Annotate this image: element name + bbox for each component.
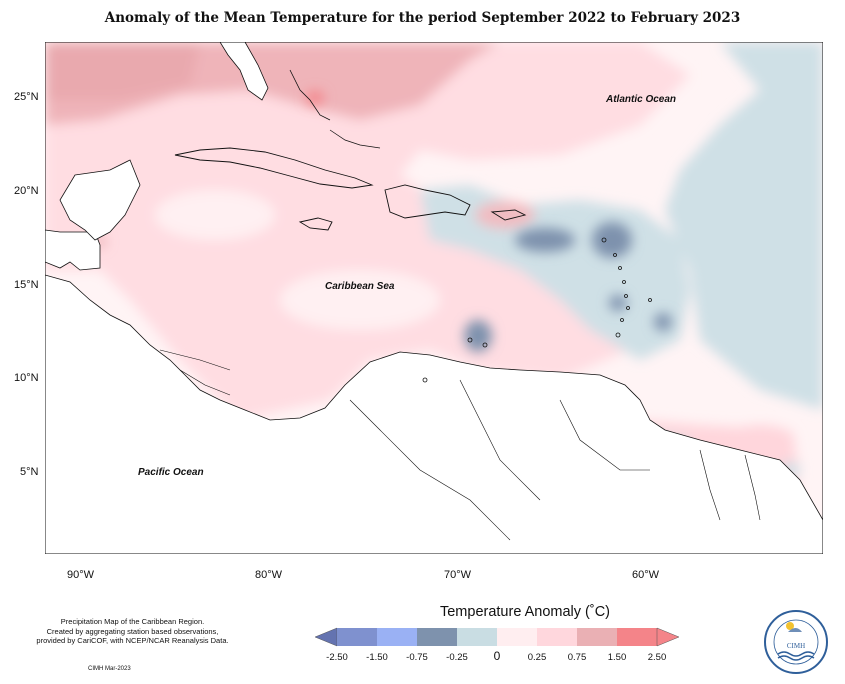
legend-swatch (577, 628, 617, 646)
note-line: Created by aggregating station based obs… (46, 626, 219, 636)
legend-tick-label: 0.25 (528, 652, 547, 663)
legend-swatch (337, 628, 377, 646)
lat-label: 5°N (20, 466, 39, 478)
legend-swatch (457, 628, 497, 646)
legend-tick-label: 0.75 (568, 652, 587, 663)
map-title: Anomaly of the Mean Temperature for the … (104, 10, 741, 26)
lat-label: 15°N (14, 279, 39, 291)
credit-text: CIMH Mar-2023 (88, 666, 131, 672)
legend-arrow-low (314, 627, 338, 647)
cimh-logo: CIMH (764, 610, 828, 674)
lon-label: 60°W (632, 569, 660, 581)
anomaly-map (45, 42, 823, 554)
legend-tick-label: 1.50 (608, 652, 627, 663)
color-legend: -2.50 -1.50 -0.75 -0.25 0 0.25 0.75 1.50 2.50 (314, 627, 680, 663)
note-line: Precipitation Map of the Caribbean Regio… (60, 617, 205, 626)
legend-swatch (377, 628, 417, 646)
lat-label: 10°N (14, 372, 39, 384)
legend-tick-label: -0.25 (446, 652, 468, 663)
lon-label: 90°W (67, 569, 95, 581)
legend-tick-label: -1.50 (366, 652, 388, 663)
note-line: provided by CariCOF, with NCEP/NCAR Rean… (36, 636, 229, 645)
map-notes: Precipitation Map of the Caribbean Regio… (0, 617, 265, 646)
legend-swatch (537, 628, 577, 646)
lon-label: 80°W (255, 569, 283, 581)
legend-arrow-high (656, 627, 680, 647)
caribbean-sea-label: Caribbean Sea (325, 281, 395, 292)
lat-label: 20°N (14, 185, 39, 197)
legend-tick-label: -0.75 (406, 652, 428, 663)
pacific-ocean-label: Pacific Ocean (138, 467, 204, 478)
legend-title: Temperature Anomaly (˚C) (439, 604, 611, 620)
legend-swatch (417, 628, 457, 646)
logo-text: CIMH (787, 642, 805, 650)
lat-label: 25°N (14, 91, 39, 103)
legend-swatch (497, 628, 537, 646)
atlantic-ocean-label: Atlantic Ocean (606, 94, 677, 105)
lon-label: 70°W (444, 569, 472, 581)
legend-tick-label: 0 (494, 649, 501, 663)
legend-tick-label: -2.50 (326, 652, 348, 663)
legend-swatch (617, 628, 657, 646)
legend-tick-label: 2.50 (648, 652, 667, 663)
